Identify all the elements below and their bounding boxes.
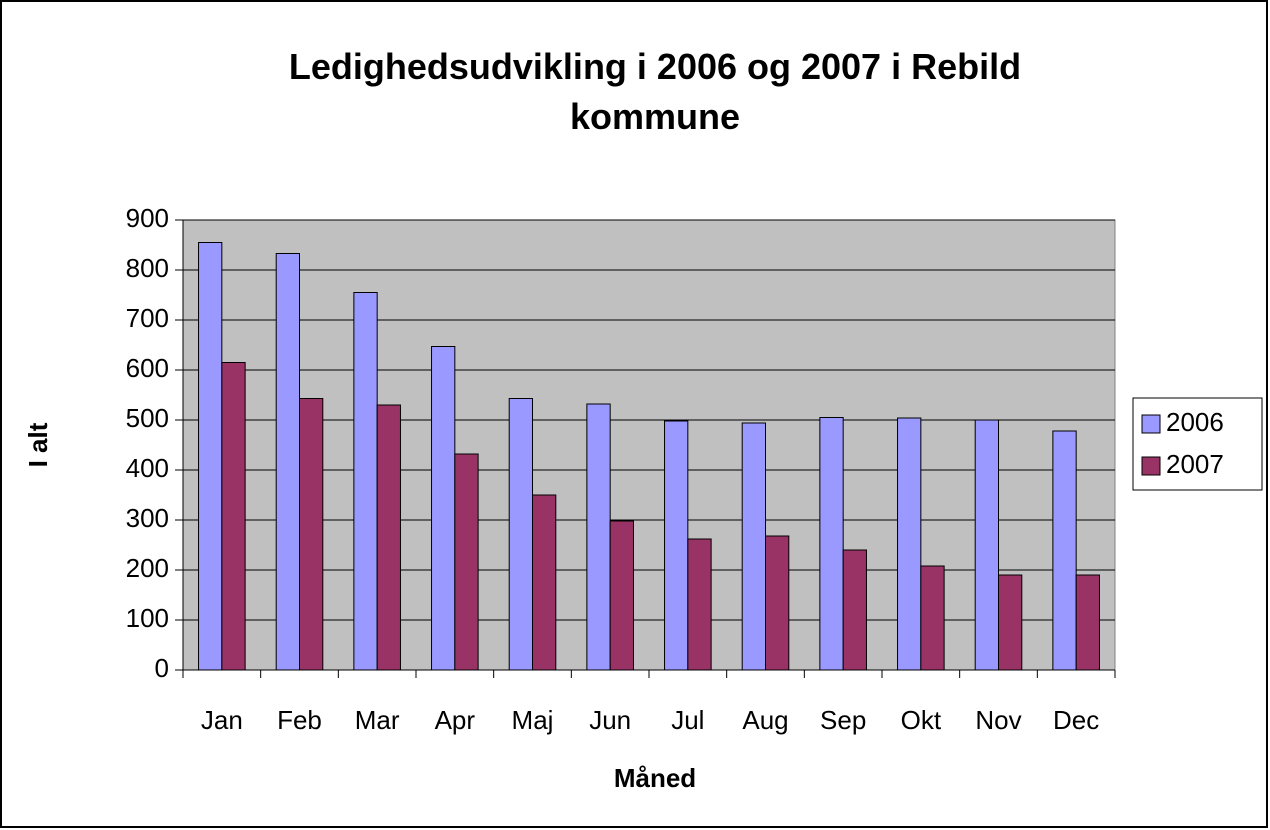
bar: [454, 453, 479, 671]
bar: [1052, 430, 1077, 671]
legend-label: 2007: [1166, 449, 1224, 479]
bar: [998, 574, 1023, 671]
y-tick-label: 0: [155, 653, 169, 683]
x-tick-label: Nov: [975, 705, 1021, 735]
x-tick-label: Dec: [1053, 705, 1099, 735]
x-tick-label: Maj: [512, 705, 554, 735]
legend-label: 2006: [1166, 407, 1224, 437]
bar: [1075, 574, 1100, 671]
bar: [221, 362, 246, 671]
bar: [431, 346, 456, 671]
y-axis-label: I alt: [23, 422, 53, 467]
x-axis-label: Måned: [614, 763, 696, 793]
legend-swatch: [1141, 456, 1161, 476]
bar: [586, 403, 611, 671]
x-tick-label: Okt: [901, 705, 942, 735]
bar: [974, 419, 1000, 671]
legend-swatch: [1141, 414, 1161, 434]
y-tick-label: 800: [126, 253, 169, 283]
bar: [376, 404, 401, 671]
y-tick-label: 100: [126, 603, 169, 633]
y-tick-label: 700: [126, 303, 169, 333]
x-tick-label: Feb: [277, 705, 322, 735]
bar: [508, 398, 534, 671]
bar: [687, 538, 712, 671]
bar: [765, 535, 790, 671]
bar: [842, 549, 867, 671]
y-tick-label: 200: [126, 553, 169, 583]
x-tick-label: Jul: [671, 705, 704, 735]
bar: [897, 417, 922, 671]
bar: [532, 494, 557, 671]
y-tick-label: 900: [126, 203, 169, 233]
y-tick-label: 300: [126, 503, 169, 533]
bar: [664, 420, 689, 671]
x-tick-label: Jun: [589, 705, 631, 735]
x-tick-label: Mar: [355, 705, 400, 735]
bar: [819, 417, 844, 671]
bar: [353, 292, 378, 671]
chart-title: Ledighedsudvikling i 2006 og 2007 i Rebi…: [288, 46, 1022, 137]
x-tick-label: Jan: [201, 705, 243, 735]
bar: [741, 422, 767, 671]
x-tick-label: Aug: [742, 705, 788, 735]
x-tick-label: Sep: [820, 705, 866, 735]
bar: [920, 565, 945, 671]
y-tick-label: 600: [126, 353, 169, 383]
y-tick-label: 400: [126, 453, 169, 483]
plot-area: [182, 219, 1116, 671]
bar: [275, 253, 301, 671]
bar: [198, 242, 223, 671]
bar: [609, 520, 634, 671]
y-tick-label: 500: [126, 403, 169, 433]
x-tick-label: Apr: [435, 705, 476, 735]
bar: [299, 398, 324, 671]
